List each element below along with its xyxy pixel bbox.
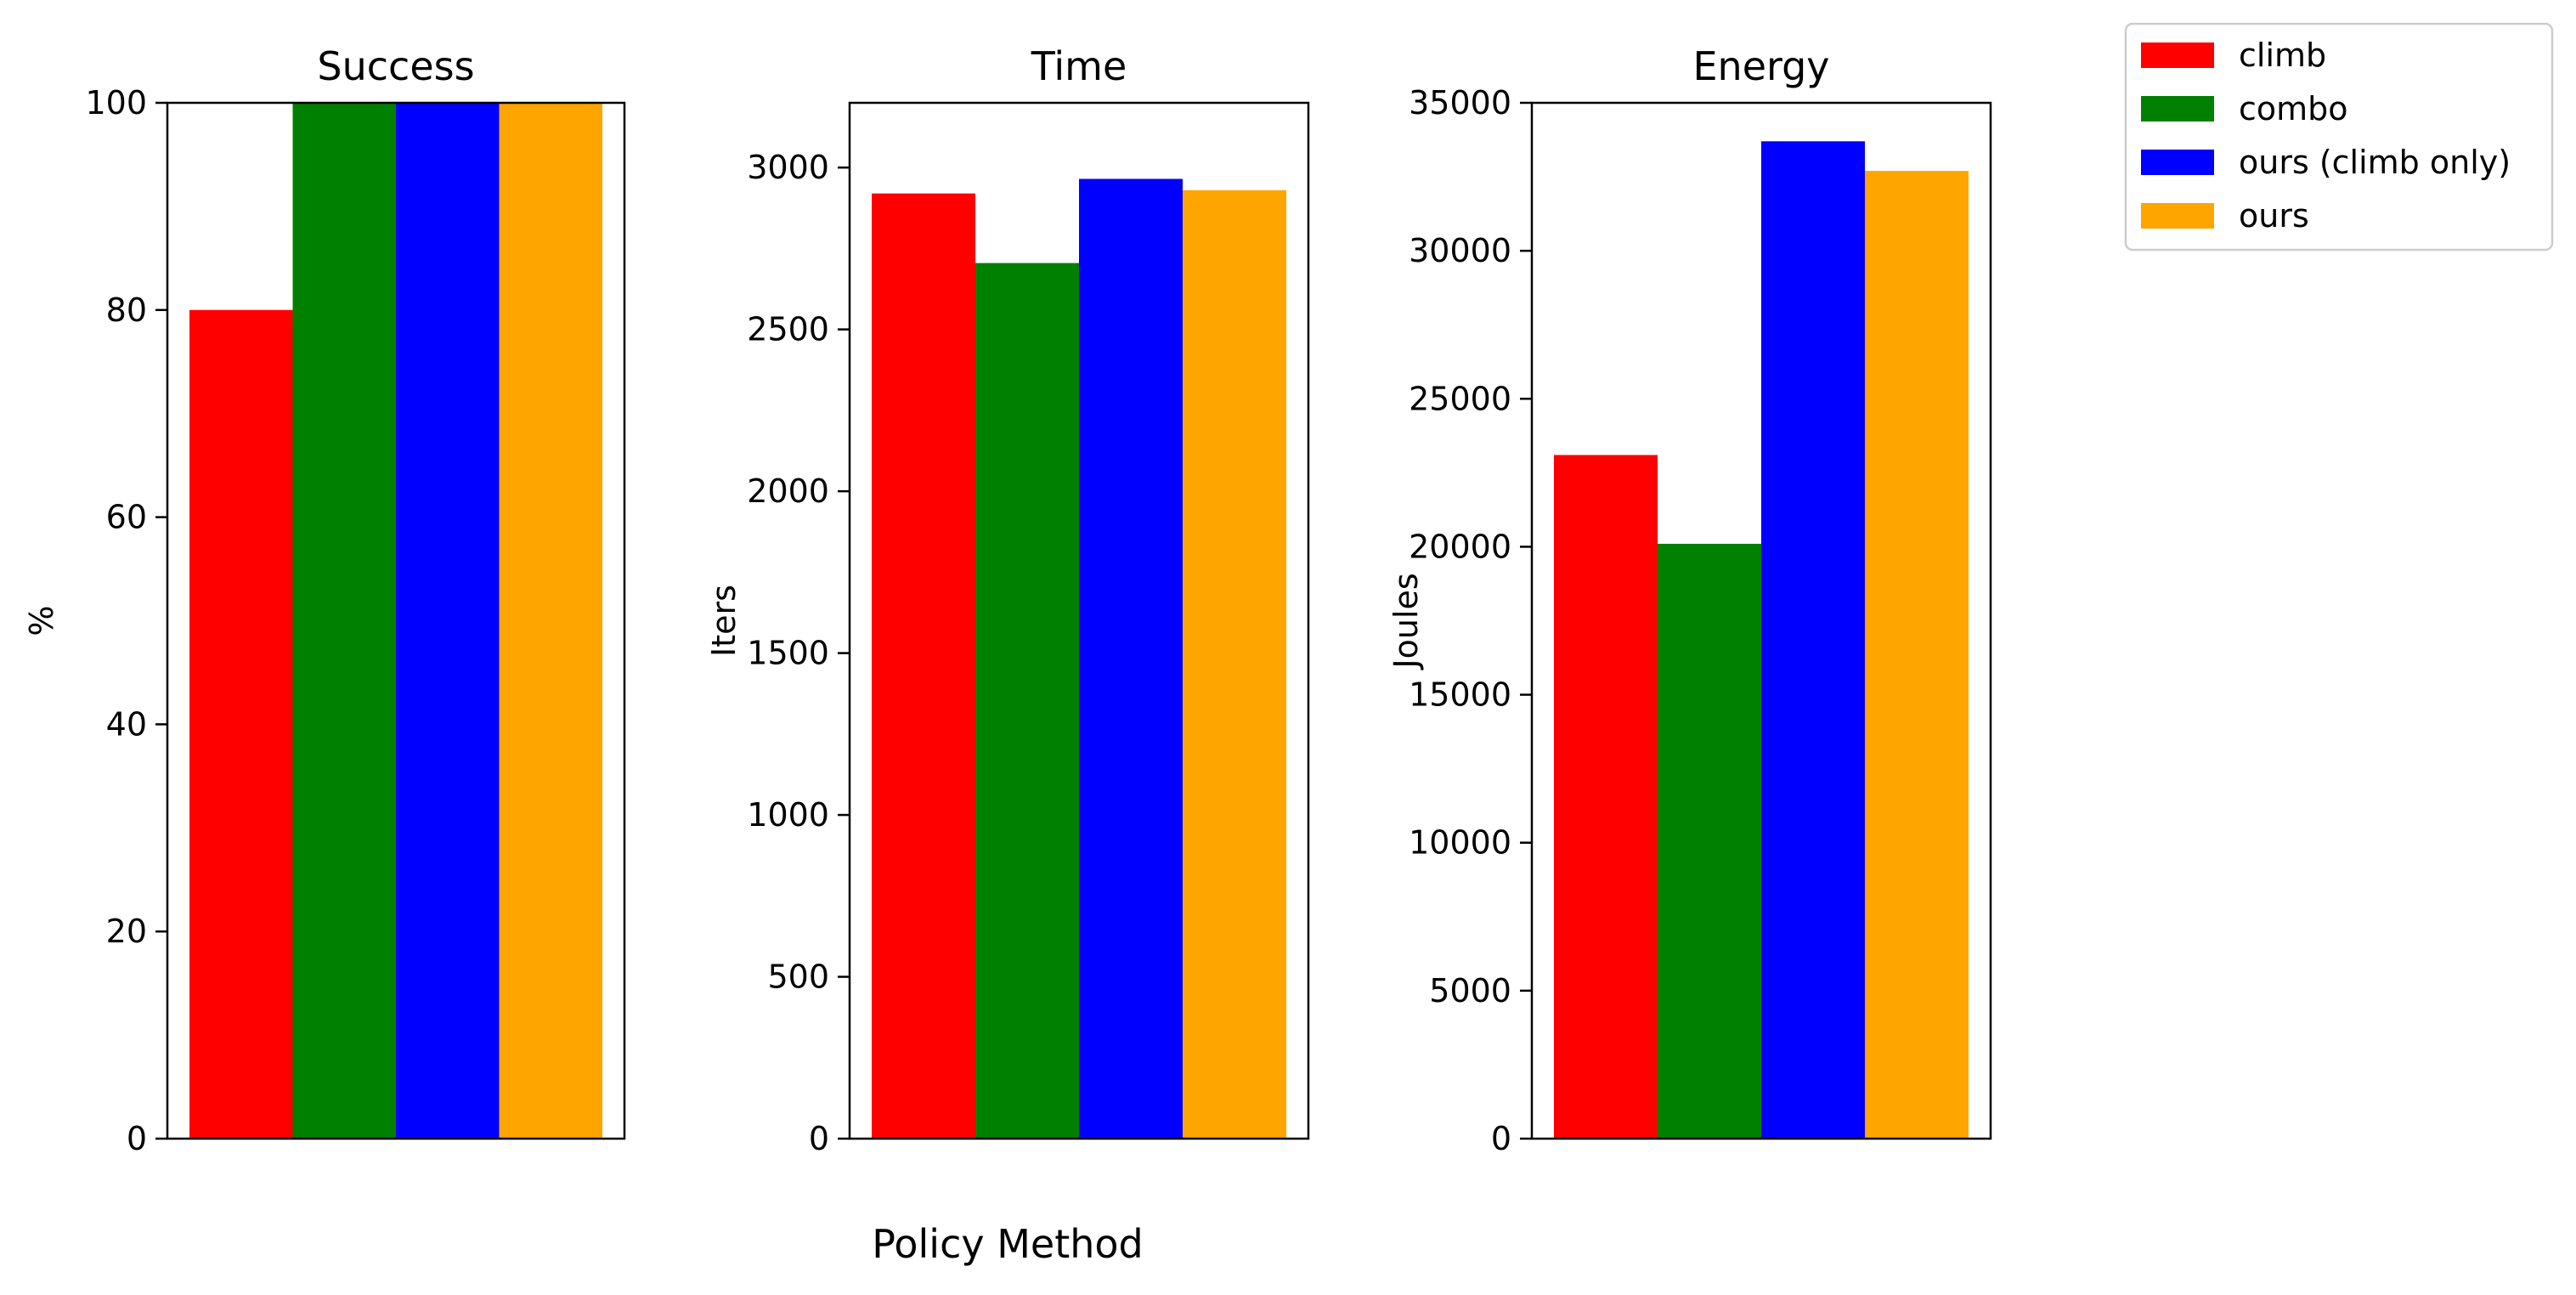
y-tick-label: 80 — [106, 291, 147, 329]
y-tick-label: 20000 — [1409, 528, 1511, 565]
legend-swatch-combo — [2141, 96, 2214, 122]
y-tick-label: 40 — [106, 705, 147, 743]
subplot-success: 0 20 40 60 80 100 Success% — [23, 43, 626, 1157]
legend-swatch-ours-climb-only — [2141, 150, 2214, 175]
bar-time-ours-climb-only — [1079, 178, 1183, 1139]
legend: climb combo ours (climb only) ours — [2124, 22, 2554, 252]
y-tick-label: 2000 — [747, 472, 829, 510]
y-tick-label: 20 — [106, 913, 147, 950]
bar-success-combo — [292, 103, 396, 1139]
y-axis-label: % — [23, 605, 60, 636]
legend-swatch-ours — [2141, 203, 2214, 229]
subplot-title: Success — [317, 43, 474, 89]
bar-success-climb — [189, 309, 293, 1139]
bar-energy-ours — [1865, 171, 1969, 1139]
axes-frame — [1530, 101, 1992, 1140]
y-tick-label: 0 — [809, 1120, 829, 1157]
y-axis-label: Joules — [1387, 573, 1425, 670]
y-tick-label: 1000 — [747, 796, 829, 834]
y-tick-label: 0 — [1491, 1120, 1511, 1157]
y-tick-label: 10000 — [1409, 824, 1511, 862]
bar-time-climb — [872, 193, 975, 1139]
legend-frame — [2124, 22, 2554, 252]
legend-label-ours: ours — [2239, 197, 2309, 235]
y-tick-label: 60 — [106, 499, 147, 536]
subplot-time: 0 500 1000 1500 2000 2500 3000 Time Iters — [705, 43, 1310, 1157]
legend-label-ours-climb-only: ours (climb only) — [2239, 144, 2511, 181]
y-tick-label: 35000 — [1409, 84, 1511, 122]
subplot-title: Time — [1031, 43, 1127, 89]
figure-xlabel: Policy Method — [872, 1221, 1143, 1267]
y-tick-label: 1500 — [747, 635, 829, 672]
y-tick-label: 25000 — [1409, 380, 1511, 417]
y-axis-label: Iters — [705, 585, 743, 657]
y-tick-label: 3000 — [747, 149, 829, 186]
bar-energy-combo — [1658, 543, 1761, 1139]
subplot-energy: 0 5000 10000 15000 20000 25000 30000 35000 Energ… — [1387, 43, 1992, 1157]
bar-success-ours — [499, 103, 602, 1139]
legend-label-combo: combo — [2239, 90, 2348, 127]
bar-energy-climb — [1554, 455, 1658, 1139]
legend-label-climb: climb — [2239, 37, 2326, 74]
subplot-title: Energy — [1692, 43, 1829, 89]
bar-success-ours-climb-only — [396, 103, 500, 1139]
bar-energy-ours-climb-only — [1761, 141, 1865, 1139]
axes-frame — [848, 101, 1310, 1140]
y-tick-label: 500 — [767, 959, 829, 996]
y-tick-label: 15000 — [1409, 676, 1511, 714]
legend-swatch-climb — [2141, 42, 2214, 68]
y-tick-label: 0 — [127, 1120, 147, 1157]
y-tick-label: 2500 — [747, 311, 829, 348]
y-tick-label: 100 — [85, 84, 147, 122]
y-tick-label: 5000 — [1429, 972, 1511, 1009]
y-tick-label: 30000 — [1409, 232, 1511, 269]
bar-time-ours — [1183, 189, 1286, 1139]
bar-time-combo — [975, 263, 1079, 1139]
axes-frame — [166, 101, 626, 1140]
